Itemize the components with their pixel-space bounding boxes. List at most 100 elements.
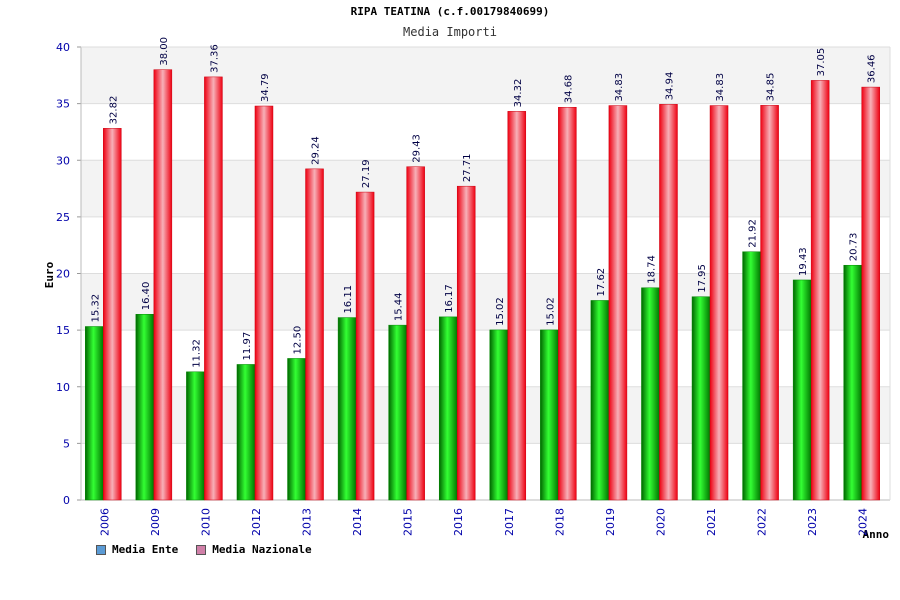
y-tick-label: 0 — [63, 494, 70, 507]
y-tick-label: 15 — [56, 324, 70, 337]
bar-nazionale — [709, 105, 729, 501]
data-label-nazionale: 34.85 — [766, 73, 777, 102]
data-label-ente: 15.02 — [495, 297, 506, 326]
bar-nazionale — [659, 104, 678, 501]
x-tick-label: 2018 — [553, 508, 566, 536]
x-tick-label: 2019 — [604, 508, 617, 536]
data-label-nazionale: 27.19 — [361, 159, 372, 188]
data-label-ente: 15.02 — [545, 297, 556, 326]
x-tick-label: 2012 — [250, 508, 263, 536]
legend-swatch-ente — [96, 544, 106, 555]
data-label-nazionale: 29.24 — [311, 136, 322, 165]
data-label-ente: 12.50 — [293, 326, 304, 355]
data-label-nazionale: 27.71 — [462, 154, 473, 183]
data-label-nazionale: 29.43 — [412, 134, 423, 163]
x-tick-label: 2021 — [705, 508, 718, 536]
bar-ente — [236, 364, 256, 501]
chart-subtitle: Media Importi — [403, 25, 497, 39]
data-label-nazionale: 32.82 — [108, 96, 119, 125]
legend-item-ente: Media Ente — [96, 543, 178, 556]
data-label-ente: 21.92 — [748, 219, 759, 248]
data-label-nazionale: 37.36 — [209, 44, 220, 73]
y-tick-label: 40 — [56, 41, 70, 54]
legend-item-nazionale: Media Nazionale — [196, 543, 312, 556]
bar-nazionale — [305, 168, 324, 501]
bar-ente — [186, 371, 205, 501]
y-tick-label: 5 — [63, 437, 70, 450]
data-label-ente: 18.74 — [646, 255, 657, 284]
bar-nazionale — [204, 76, 223, 501]
x-tick-label: 2010 — [199, 508, 212, 536]
bar-ente — [388, 324, 407, 501]
data-label-nazionale: 34.32 — [513, 79, 524, 108]
data-label-nazionale: 34.94 — [664, 72, 675, 101]
bar-ente — [843, 264, 862, 501]
x-tick-label: 2022 — [756, 508, 769, 536]
data-label-ente: 16.11 — [343, 285, 354, 314]
x-tick-label: 2023 — [806, 508, 819, 536]
x-axis-label: Anno — [863, 528, 890, 541]
y-tick-label: 30 — [56, 154, 70, 167]
data-label-ente: 15.44 — [394, 293, 405, 322]
bar-ente — [641, 287, 660, 501]
data-label-nazionale: 34.68 — [563, 75, 574, 104]
x-tick-label: 2015 — [402, 508, 415, 536]
y-tick-label: 35 — [56, 98, 70, 111]
data-label-nazionale: 34.79 — [260, 73, 271, 102]
y-tick-label: 20 — [56, 268, 70, 281]
bar-ente — [590, 300, 610, 501]
bar-nazionale — [760, 105, 779, 501]
x-tick-label: 2009 — [149, 508, 162, 536]
bar-nazionale — [810, 80, 830, 501]
bar-nazionale — [507, 111, 527, 501]
bar-nazionale — [153, 69, 173, 501]
data-label-nazionale: 34.83 — [715, 73, 726, 102]
legend-swatch-nazionale — [196, 544, 207, 555]
x-tick-label: 2020 — [654, 508, 667, 536]
bar-ente — [792, 279, 812, 501]
x-tick-label: 2024 — [857, 508, 870, 536]
data-label-ente: 17.95 — [697, 264, 708, 293]
data-label-ente: 16.40 — [141, 282, 152, 311]
x-tick-label: 2017 — [503, 508, 516, 536]
data-label-ente: 15.32 — [90, 294, 101, 323]
bar-ente — [742, 251, 761, 501]
data-label-nazionale: 37.05 — [816, 48, 827, 77]
bar-nazionale — [406, 166, 425, 501]
bar-ente — [540, 329, 559, 501]
x-tick-label: 2014 — [351, 508, 364, 536]
chart-title: RIPA TEATINA (c.f.00179840699) — [350, 5, 550, 18]
x-tick-label: 2016 — [452, 508, 465, 536]
x-tick-label: 2013 — [301, 508, 314, 536]
bar-ente — [691, 296, 711, 501]
y-tick-label: 25 — [56, 211, 70, 224]
bar-nazionale — [608, 105, 628, 501]
bar-ente — [85, 326, 104, 501]
data-label-nazionale: 34.83 — [614, 73, 625, 102]
legend-label-nazionale: Media Nazionale — [212, 543, 312, 556]
data-label-nazionale: 38.00 — [159, 37, 170, 66]
bar-nazionale — [861, 86, 880, 501]
bar-nazionale — [103, 128, 122, 501]
y-axis-label: Euro — [43, 261, 56, 288]
data-label-ente: 11.32 — [191, 339, 202, 368]
bar-nazionale — [558, 106, 577, 501]
data-label-nazionale: 36.46 — [867, 54, 878, 83]
legend-label-ente: Media Ente — [112, 543, 179, 556]
data-label-ente: 17.62 — [596, 268, 607, 297]
bar-ente — [489, 329, 509, 501]
bar-nazionale — [254, 105, 274, 501]
data-label-ente: 16.17 — [444, 284, 455, 313]
legend: Media Ente Media Nazionale — [96, 543, 312, 556]
data-label-ente: 19.43 — [798, 247, 809, 276]
bar-ente — [337, 317, 357, 501]
y-tick-label: 10 — [56, 381, 70, 394]
bar-ente — [287, 358, 306, 501]
bar-ente — [135, 314, 155, 501]
bar-ente — [438, 316, 458, 501]
data-label-ente: 20.73 — [849, 233, 860, 262]
x-tick-label: 2006 — [98, 508, 111, 536]
bar-nazionale — [456, 185, 476, 501]
data-label-ente: 11.97 — [242, 332, 253, 361]
